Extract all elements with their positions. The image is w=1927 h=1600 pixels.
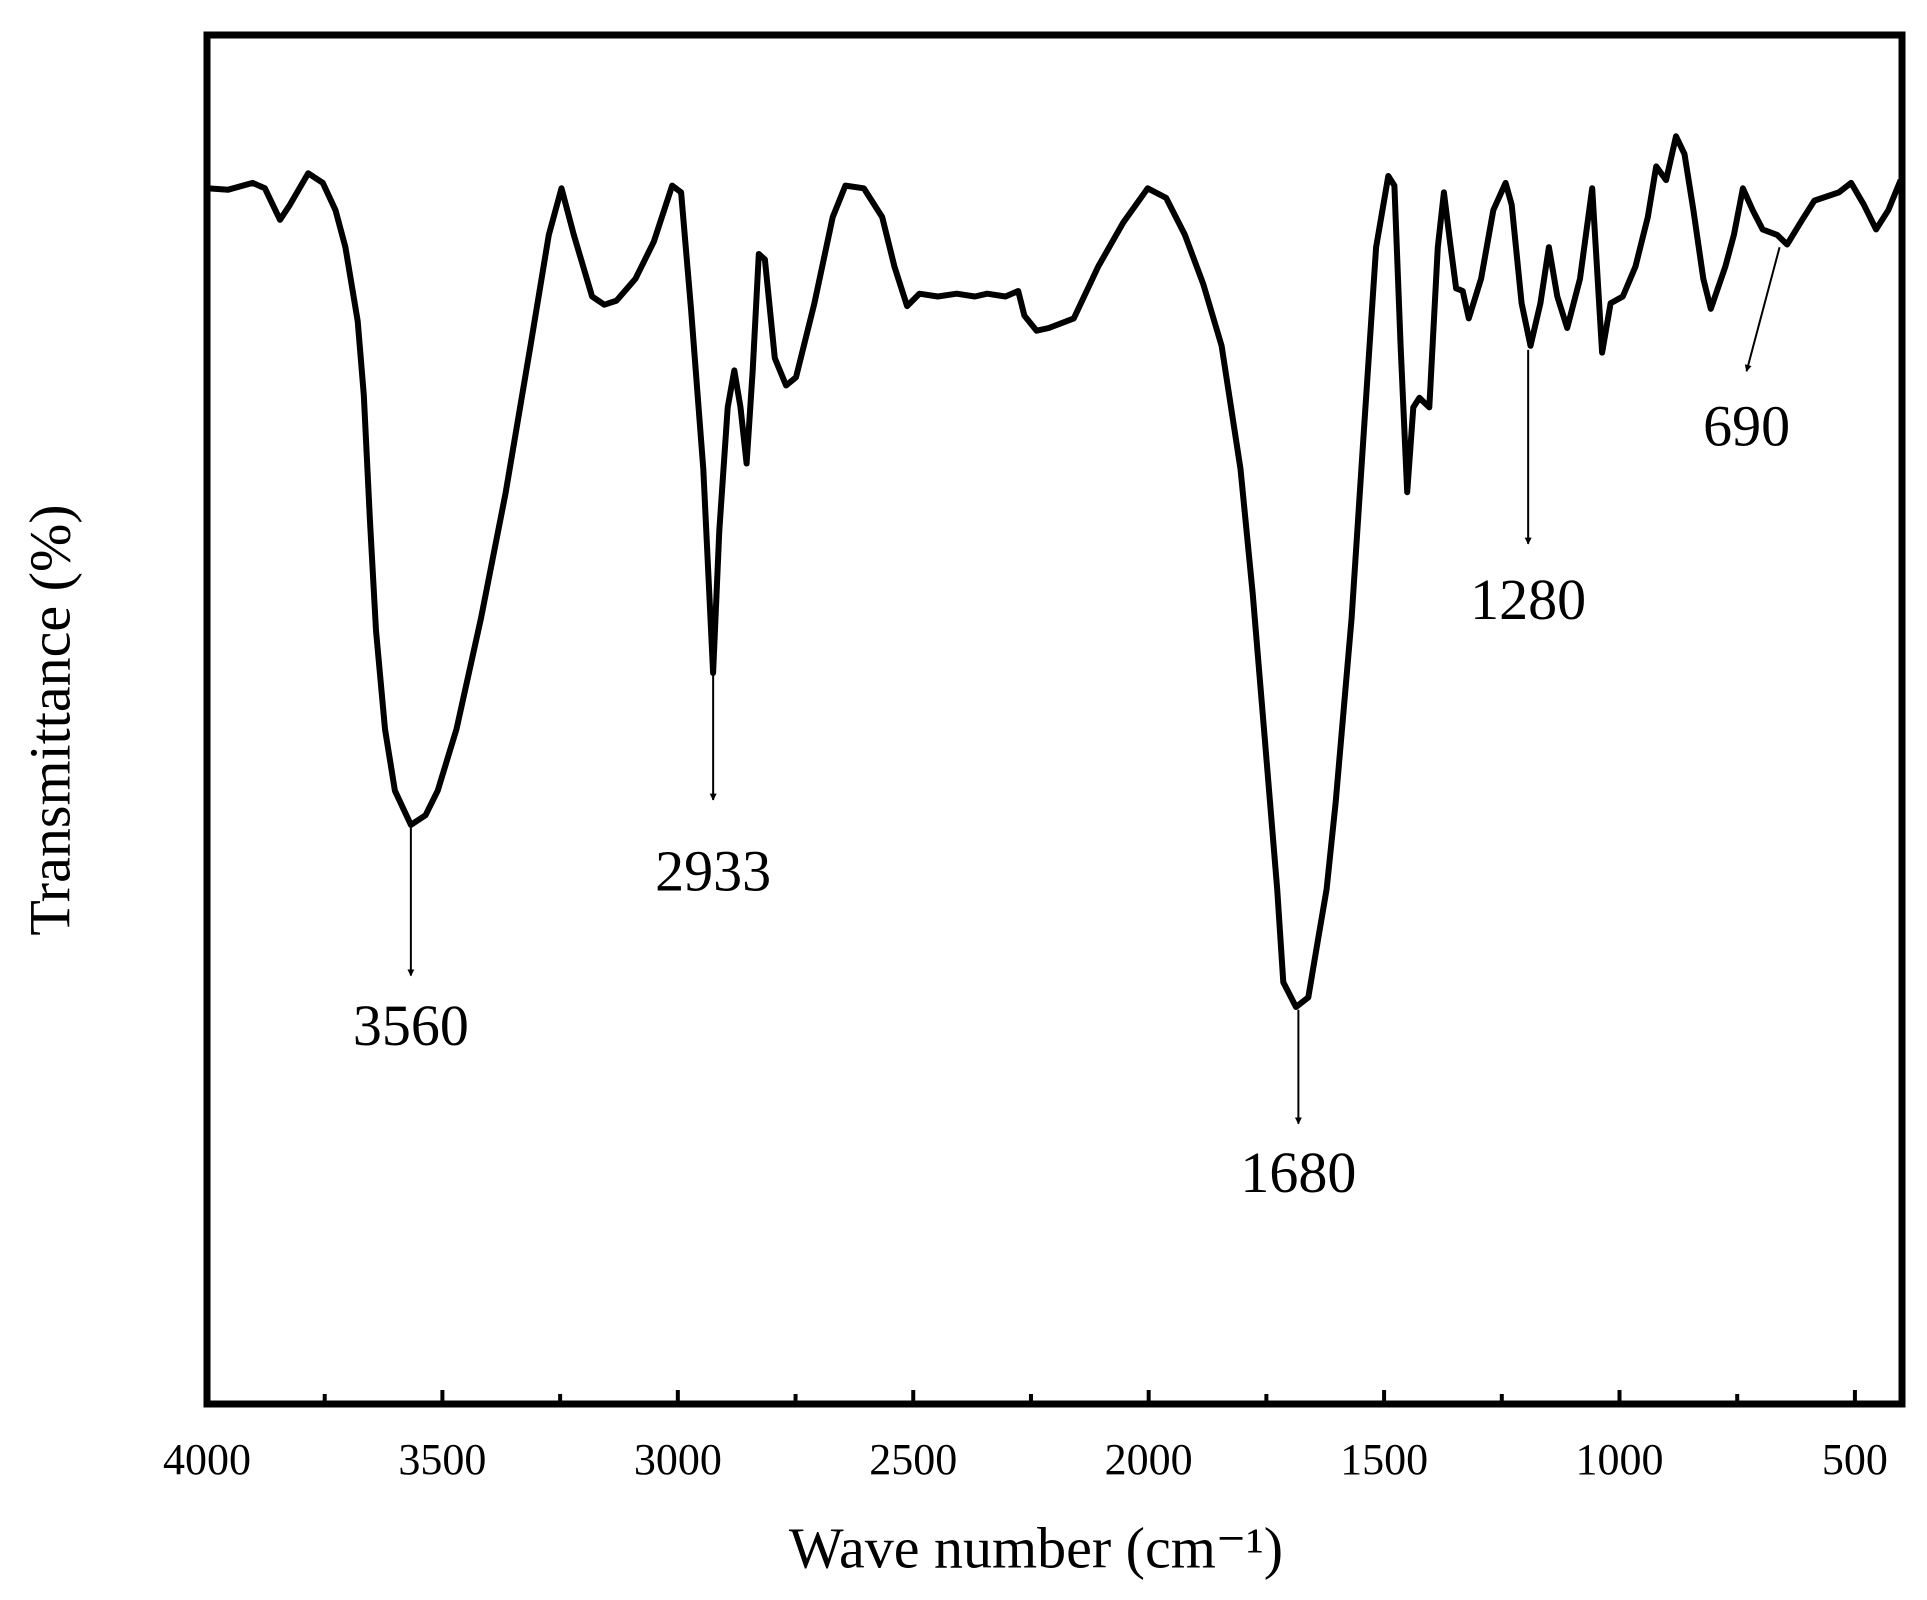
x-tick-label: 3500: [398, 1435, 486, 1484]
x-tick-label: 1500: [1340, 1435, 1428, 1484]
x-tick-label: 2500: [869, 1435, 957, 1484]
annotation-label: 3560: [353, 993, 469, 1058]
y-axis-label: Transmittance (%): [17, 504, 82, 935]
annotation-label: 2933: [655, 838, 771, 903]
x-tick-label: 3000: [634, 1435, 722, 1484]
plot-frame: [203, 31, 1906, 1408]
annotation-label: 1680: [1240, 1140, 1356, 1205]
spectrum-line: [206, 133, 1904, 1010]
annotation-label: 690: [1703, 394, 1790, 459]
x-tick-label: 1000: [1576, 1435, 1664, 1484]
annotation-arrow: [1744, 246, 1781, 372]
x-tick-label: 500: [1822, 1435, 1888, 1484]
annotation-label: 1280: [1470, 567, 1586, 632]
x-tick-label: 4000: [163, 1435, 251, 1484]
x-axis-label: Wave number (cm⁻¹): [789, 1515, 1283, 1580]
x-tick-label: 2000: [1105, 1435, 1193, 1484]
